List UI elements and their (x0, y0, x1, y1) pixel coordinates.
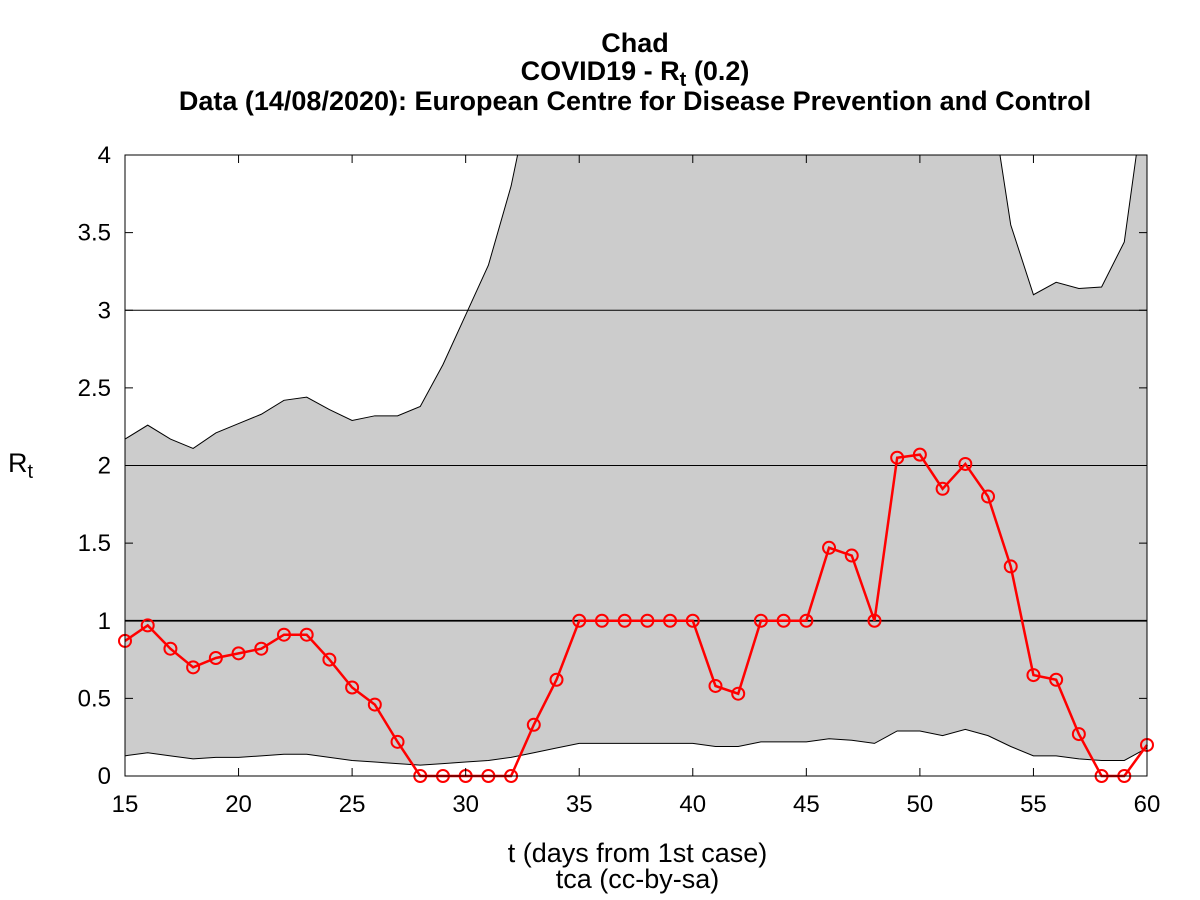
data-point (163, 641, 178, 656)
confidence-band-layer (125, 155, 1147, 766)
chart-source-line: Data (14/08/2020): European Centre for D… (178, 86, 1092, 116)
data-point (299, 627, 314, 642)
x-tick-label: 60 (1134, 791, 1161, 818)
x-tick-label: 50 (907, 791, 934, 818)
data-point (617, 613, 632, 628)
y-tick-label: 2.5 (78, 375, 111, 402)
subtitle-suffix: (0.2) (686, 56, 750, 86)
data-point (822, 540, 837, 555)
data-point (208, 651, 223, 666)
x-tick-label: 35 (566, 791, 593, 818)
x-ticks-layer: 15 20 25 30 35 40 45 50 55 60 (112, 155, 1161, 818)
data-point (322, 652, 337, 667)
y-tick-label: 2 (98, 453, 111, 480)
x-tick-label: 55 (1020, 791, 1047, 818)
data-point (776, 613, 791, 628)
x-tick-label: 40 (679, 791, 706, 818)
y-tick-label: 3.5 (78, 220, 111, 247)
y-tick-label: 4 (98, 142, 111, 169)
data-point (663, 613, 678, 628)
data-point (640, 613, 655, 628)
data-point (1026, 668, 1041, 683)
data-point (254, 641, 269, 656)
credit-label: tca (cc-by-sa) (555, 864, 720, 894)
confidence-band (125, 155, 1147, 766)
subtitle-prefix: COVID19 - R (520, 56, 680, 86)
y-tick-label: 0 (98, 763, 111, 790)
data-point (1071, 727, 1086, 742)
x-axis-label: t (days from 1st case) (507, 838, 768, 868)
data-point (708, 678, 723, 693)
data-point (367, 697, 382, 712)
x-tick-label: 30 (452, 791, 479, 818)
data-point (1003, 559, 1018, 574)
x-tick-label: 45 (793, 791, 820, 818)
data-point (912, 447, 927, 462)
data-point (276, 627, 291, 642)
data-point (685, 613, 700, 628)
y-axis-label: Rt (8, 448, 33, 484)
data-point (867, 613, 882, 628)
y-tick-label: 1.5 (78, 530, 111, 557)
x-tick-label: 20 (225, 791, 252, 818)
data-point (572, 613, 587, 628)
data-point (231, 646, 246, 661)
data-point (799, 613, 814, 628)
data-point (526, 717, 541, 732)
data-point (140, 618, 155, 633)
x-tick-label: 15 (112, 791, 139, 818)
series-line (124, 453, 1149, 778)
data-point (345, 680, 360, 695)
data-point (594, 613, 609, 628)
y-axis-label-main: R (8, 448, 28, 478)
chart-title: Chad (601, 28, 669, 58)
y-tick-label: 3 (98, 297, 111, 324)
data-point (390, 734, 405, 749)
data-point (753, 613, 768, 628)
y-tick-label: 1 (98, 608, 111, 635)
data-point (731, 686, 746, 701)
x-tick-label: 25 (339, 791, 366, 818)
confidence-band-upper-edge (125, 155, 1137, 449)
data-point (935, 481, 950, 496)
confidence-band-lower-edge (125, 728, 1147, 766)
y-tick-label: 0.5 (78, 685, 111, 712)
data-point (549, 672, 564, 687)
data-point (844, 548, 859, 563)
subtitle-subscript: t (679, 69, 687, 91)
data-point (890, 450, 905, 465)
chart-subtitle: COVID19 - Rt (0.2) (40, 56, 1200, 95)
y-axis-label-sub: t (27, 461, 34, 483)
data-point (1049, 672, 1064, 687)
data-point (186, 660, 201, 675)
data-point (981, 489, 996, 504)
data-point (958, 456, 973, 471)
y-ticks-layer: 0 0.5 1 1.5 2 2.5 3 3.5 4 (78, 142, 1147, 790)
